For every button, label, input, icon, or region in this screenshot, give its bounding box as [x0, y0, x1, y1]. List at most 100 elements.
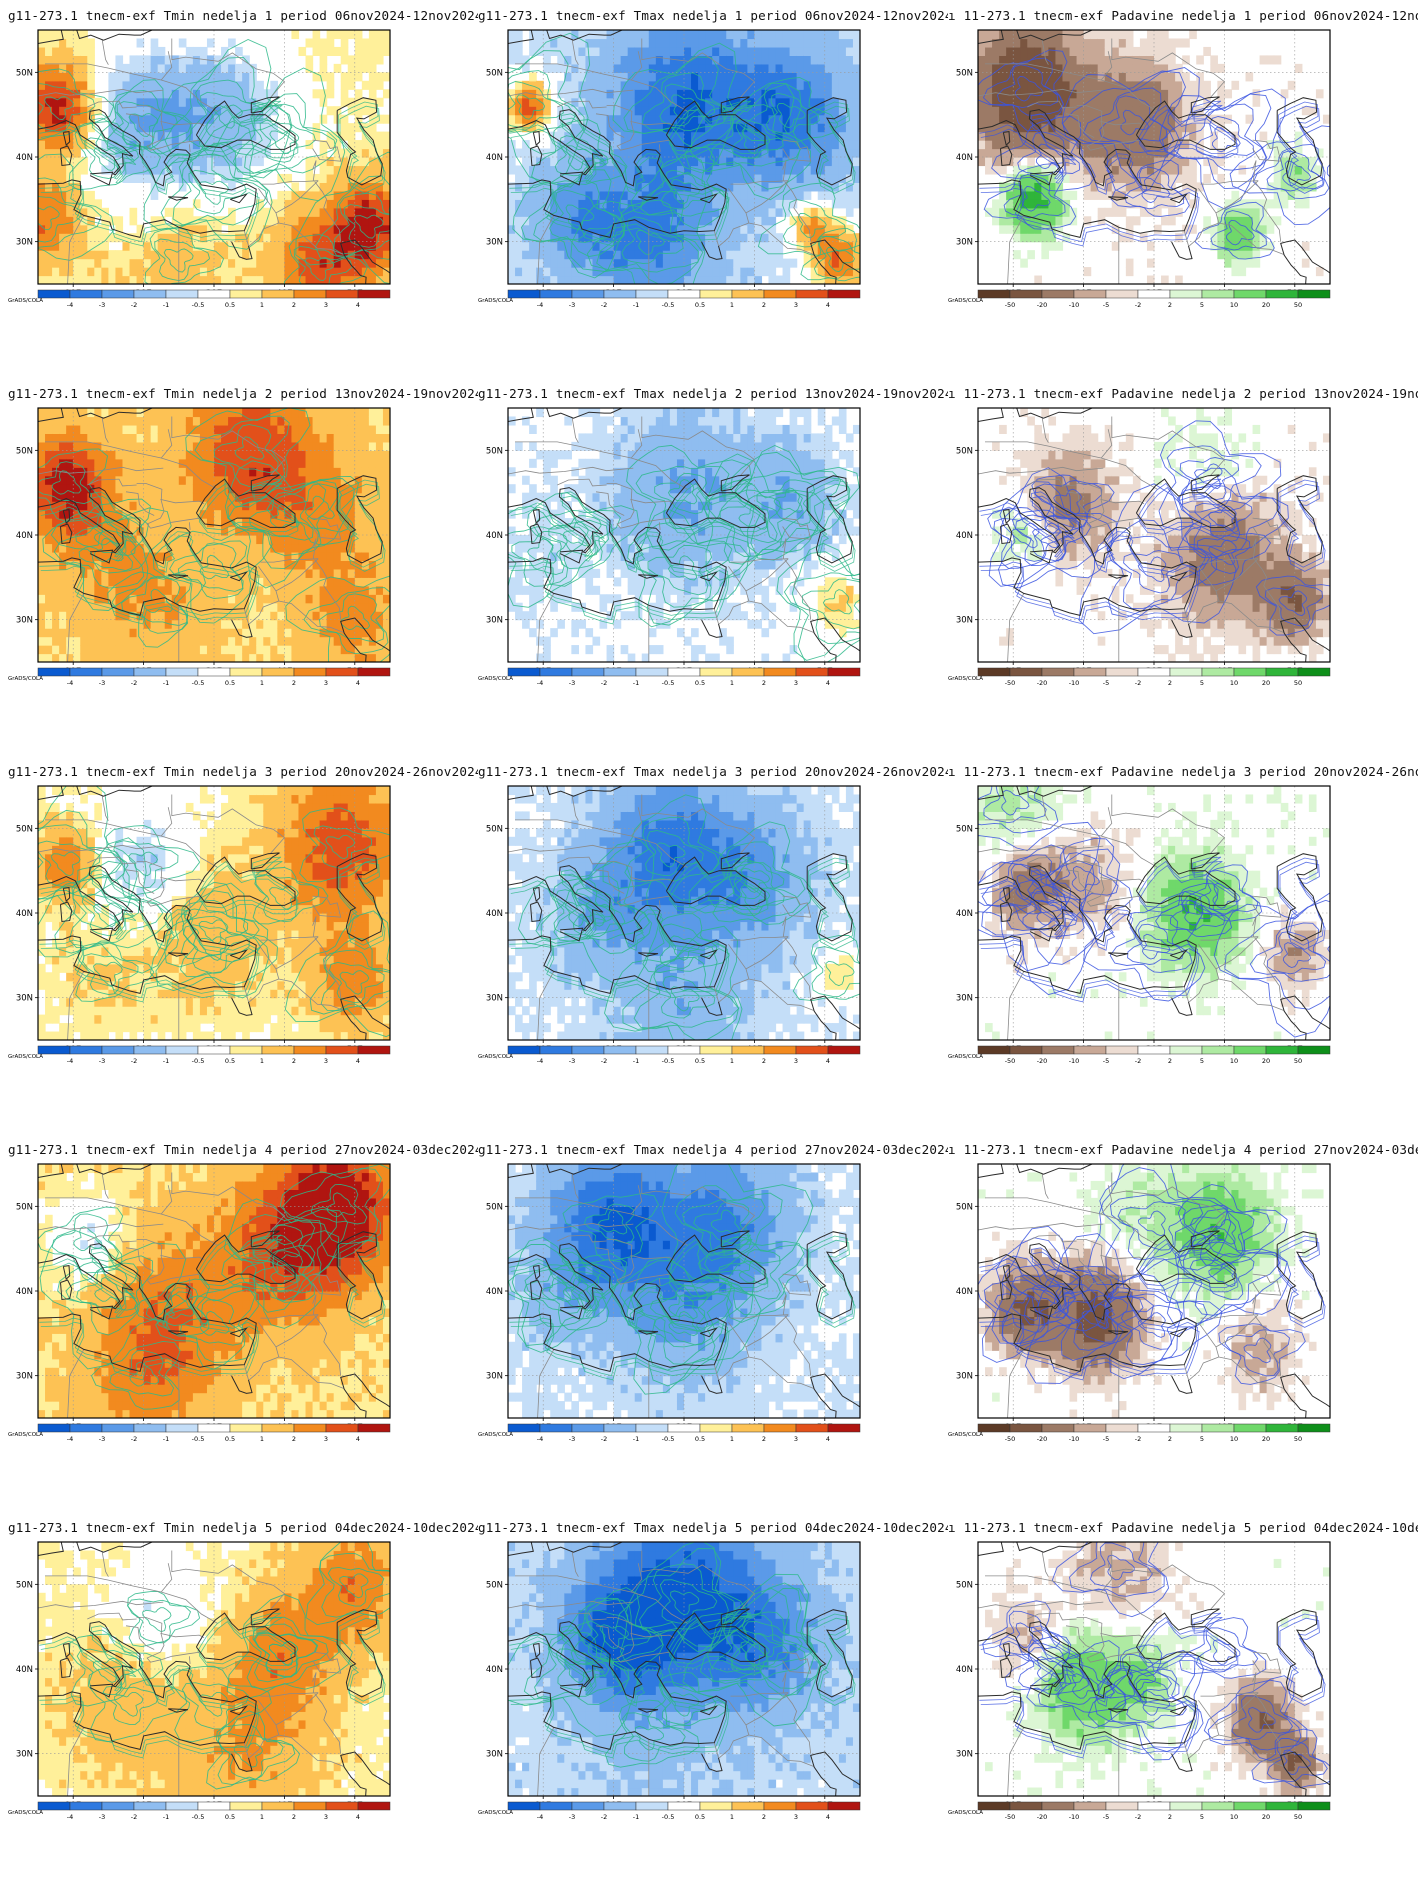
colorbar-swatch — [539, 1801, 573, 1811]
coastlines — [978, 1542, 1330, 1796]
colorbar-label: 2 — [292, 679, 296, 687]
colorbar-swatch — [1233, 1801, 1267, 1811]
colorbar-label: 2 — [292, 1057, 296, 1065]
map-figure: 10E20E30E40E50E50N40N30N-4-3-2-1-0.50.51… — [478, 29, 861, 309]
colorbar-label: -3 — [569, 1435, 575, 1443]
lat-tick-label: 40N — [486, 1287, 503, 1297]
colorbar-swatch — [507, 1045, 541, 1055]
map-figure: 10E20E30E40E50E50N40N30N-4-3-2-1-0.50.51… — [478, 407, 861, 687]
panel-title: g11-273.1 tnecm-exf Tmin nedelja 3 perio… — [8, 764, 478, 779]
colorbar-label: -2 — [601, 1813, 607, 1821]
colorbar-swatch — [827, 667, 861, 677]
colorbar-swatch — [699, 289, 733, 299]
colorbar-label: 20 — [1262, 1813, 1270, 1821]
colorbar-swatch — [133, 289, 167, 299]
coastlines — [978, 786, 1330, 1040]
colorbar-label: -1 — [163, 1057, 169, 1065]
colorbar-label: -0.5 — [192, 679, 205, 687]
colorbar-credit: GrADS/COLA — [948, 298, 983, 304]
lat-tick-label: 50N — [956, 1202, 973, 1212]
colorbar-label: -10 — [1069, 1057, 1080, 1065]
colorbar-label: 10 — [1230, 1057, 1238, 1065]
colorbar-label: 2 — [762, 679, 766, 687]
colorbar-swatch — [101, 667, 135, 677]
colorbar-swatch — [1265, 667, 1299, 677]
colorbar-swatch — [357, 289, 391, 299]
isolines — [508, 444, 860, 662]
colorbar-swatch — [635, 289, 669, 299]
map-panel-padavine-week-4: ı 11-273.1 tnecm-exf Padavine nedelja 4 … — [948, 1136, 1418, 1514]
colorbar-label: 0.5 — [225, 1057, 235, 1065]
colorbar-label: 5 — [1200, 1057, 1204, 1065]
colorbar-swatch — [1137, 289, 1171, 299]
colorbar-swatch — [1041, 1045, 1075, 1055]
isolines — [978, 49, 1330, 260]
isolines — [508, 1164, 856, 1395]
colorbar: -4 -3 -2 -1 -0.5 0.5 1 2 3 4 GrADS/COLA — [8, 1423, 391, 1443]
lat-tick-label: 30N — [486, 1750, 503, 1760]
colorbar-label: -5 — [1103, 1057, 1109, 1065]
colorbar-swatch — [1105, 289, 1139, 299]
colorbar: -4 -3 -2 -1 -0.5 0.5 1 2 3 4 GrADS/COLA — [478, 1045, 861, 1065]
colorbar-swatch — [357, 1045, 391, 1055]
colorbar-label: 2 — [1168, 1813, 1172, 1821]
panel-title: g11-273.1 tnecm-exf Tmax nedelja 3 perio… — [478, 764, 948, 779]
lat-tick-label: 40N — [486, 909, 503, 919]
colorbar-swatch — [37, 1423, 71, 1433]
colorbar-swatch — [197, 1045, 231, 1055]
colorbar-label: -3 — [569, 1057, 575, 1065]
coastlines — [38, 1542, 390, 1796]
map-figure: 10E20E30E40E50E50N40N30N-4-3-2-1-0.50.51… — [8, 785, 391, 1065]
colorbar-label: 5 — [1200, 679, 1204, 687]
colorbar-credit: GrADS/COLA — [478, 1054, 513, 1060]
colorbar-swatch — [763, 1801, 797, 1811]
colorbar-label: 4 — [826, 1813, 830, 1821]
colorbar-swatch — [667, 1423, 701, 1433]
colorbar-label: -20 — [1037, 1813, 1048, 1821]
colorbar-swatch — [1297, 667, 1331, 677]
colorbar-swatch — [1201, 1045, 1235, 1055]
lat-tick-label: 40N — [956, 153, 973, 163]
colorbar-swatch — [571, 289, 605, 299]
map-figure: 10E20E30E40E50E50N40N30N-4-3-2-1-0.50.51… — [8, 29, 391, 309]
colorbar-credit: GrADS/COLA — [948, 676, 983, 682]
colorbar-label: -4 — [67, 1813, 73, 1821]
colorbar-swatch — [325, 289, 359, 299]
colorbar-swatch — [763, 1045, 797, 1055]
colorbar-swatch — [827, 1801, 861, 1811]
colorbar-swatch — [977, 1801, 1011, 1811]
colorbar-swatch — [1073, 289, 1107, 299]
map-panel-tmax-week-3: g11-273.1 tnecm-exf Tmax nedelja 3 perio… — [478, 758, 948, 1136]
panel-title: ı 11-273.1 tnecm-exf Padavine nedelja 3 … — [948, 764, 1418, 779]
colorbar-label: -5 — [1103, 679, 1109, 687]
colorbar-label: 2 — [762, 1435, 766, 1443]
colorbar-swatch — [37, 289, 71, 299]
coastlines — [38, 408, 390, 662]
colorbar-label: 2 — [1168, 1057, 1172, 1065]
colorbar-label: 2 — [1168, 1435, 1172, 1443]
lat-tick-label: 30N — [486, 238, 503, 248]
colorbar-swatch — [731, 1801, 765, 1811]
map-panel-tmax-week-2: g11-273.1 tnecm-exf Tmax nedelja 2 perio… — [478, 380, 948, 758]
lat-tick-label: 30N — [486, 616, 503, 626]
colorbar-label: 20 — [1262, 301, 1270, 309]
colorbar-swatch — [1233, 1423, 1267, 1433]
colorbar-swatch — [69, 289, 103, 299]
map-figure: 10E20E30E40E50E50N40N30N-50-20-10-5-2251… — [948, 785, 1331, 1065]
colorbar-swatch — [977, 1423, 1011, 1433]
colorbar-label: 50 — [1294, 1813, 1302, 1821]
lat-tick-label: 30N — [16, 994, 33, 1004]
colorbar-swatch — [731, 289, 765, 299]
lat-tick-label: 40N — [16, 1665, 33, 1675]
panel-title: ı 11-273.1 tnecm-exf Padavine nedelja 1 … — [948, 8, 1418, 23]
colorbar-label: 4 — [356, 301, 360, 309]
colorbar-label: 50 — [1294, 679, 1302, 687]
colorbar-swatch — [699, 667, 733, 677]
colorbar-label: 1 — [730, 679, 734, 687]
colorbar-swatch — [229, 1423, 263, 1433]
colorbar-swatch — [229, 1045, 263, 1055]
colorbar-swatch — [357, 1801, 391, 1811]
isolines — [508, 1542, 856, 1768]
colorbar-label: 0.5 — [225, 1435, 235, 1443]
